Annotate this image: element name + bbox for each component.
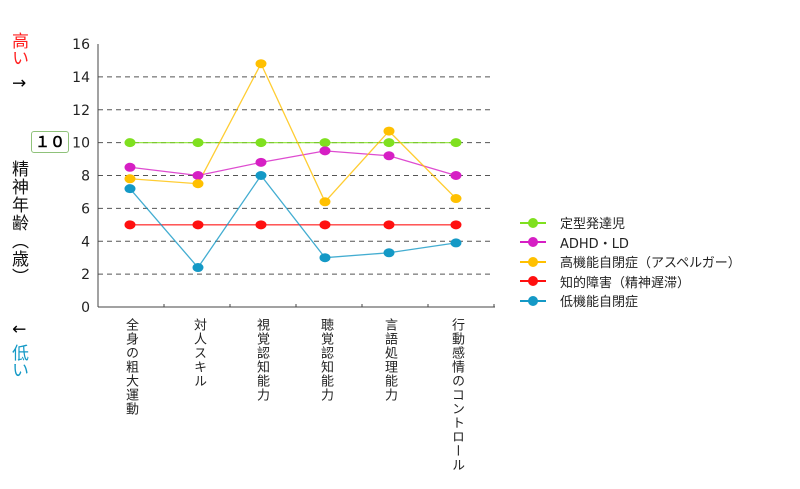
data-point xyxy=(383,151,395,161)
data-point xyxy=(450,220,462,230)
data-point xyxy=(319,146,331,156)
legend-marker-icon xyxy=(520,256,546,267)
y-tick-label: 12 xyxy=(72,103,90,119)
arrow-up-icon: ↑ xyxy=(8,76,28,91)
y-low-label: 低い xyxy=(8,344,28,378)
legend-marker-icon xyxy=(520,295,546,306)
data-point xyxy=(383,126,395,136)
data-point xyxy=(255,59,267,69)
data-point xyxy=(124,162,136,172)
y-tick-label: 6 xyxy=(81,201,90,217)
x-category-label: 対人スキル xyxy=(191,318,206,388)
x-category-label: 聴覚認知能力 xyxy=(318,318,333,402)
y-axis-title: 精神年齢（歳） xyxy=(8,160,28,286)
data-point xyxy=(192,138,204,148)
y-tick-label: 8 xyxy=(81,169,90,185)
data-point xyxy=(255,171,267,180)
y-tick-label: 10 xyxy=(72,136,90,152)
legend-label: 知的障害（精神遅滞） xyxy=(560,275,691,291)
data-point xyxy=(383,220,395,230)
highlight-tick-10: １０ xyxy=(31,131,69,153)
data-point xyxy=(450,138,462,148)
legend-marker-icon xyxy=(520,237,546,248)
x-category-label: 言語処理能力 xyxy=(382,318,397,402)
data-point xyxy=(124,184,136,194)
data-point xyxy=(383,138,395,148)
legend-item: 定型発達児 xyxy=(520,213,741,233)
legend-marker-icon xyxy=(520,276,546,287)
data-point xyxy=(192,179,204,189)
data-point xyxy=(319,138,331,148)
series-line-2 xyxy=(129,62,457,203)
x-category-label: 全身の粗大運動 xyxy=(123,318,138,416)
x-category-label: 行動感情のコントロール xyxy=(449,318,464,472)
data-point xyxy=(124,220,136,230)
legend-marker-icon xyxy=(520,217,546,228)
legend-item: ADHD・LD xyxy=(520,233,741,253)
data-point xyxy=(450,194,462,204)
data-point xyxy=(319,253,331,263)
data-point xyxy=(124,174,136,184)
series-line-1 xyxy=(129,150,457,177)
data-point xyxy=(319,220,331,230)
y-tick-label: 4 xyxy=(81,234,90,250)
x-category-label: 視覚認知能力 xyxy=(254,318,269,402)
legend-label: 低機能自閉症 xyxy=(560,295,639,311)
data-point xyxy=(255,157,267,167)
legend-label: 定型発達児 xyxy=(560,217,626,233)
y-tick-label: 2 xyxy=(81,267,90,283)
y-tick-label: 0 xyxy=(81,300,90,316)
data-point xyxy=(450,238,462,248)
data-point xyxy=(255,220,267,230)
arrow-down-icon: ↓ xyxy=(8,322,28,337)
data-point xyxy=(450,171,462,180)
data-point xyxy=(192,220,204,230)
data-point xyxy=(192,171,204,180)
data-point xyxy=(192,263,204,273)
legend-item: 低機能自閉症 xyxy=(520,291,741,311)
y-tick-label: 14 xyxy=(72,70,90,86)
legend: 定型発達児 ADHD・LD 高機能自閉症（アスペルガー） 知的障害（精神遅滞） 低機能自… xyxy=(520,213,741,311)
legend-item: 知的障害（精神遅滞） xyxy=(520,272,741,292)
data-point xyxy=(383,248,395,258)
y-high-label: 高い xyxy=(8,32,28,66)
legend-item: 高機能自閉症（アスペルガー） xyxy=(520,252,741,272)
data-point xyxy=(255,138,267,148)
data-point xyxy=(124,138,136,148)
series-line-4 xyxy=(129,174,457,269)
y-tick-label: 16 xyxy=(72,37,90,53)
data-point xyxy=(319,197,331,207)
legend-label: 高機能自閉症（アスペルガー） xyxy=(560,256,741,272)
legend-label: ADHD・LD xyxy=(560,236,629,252)
